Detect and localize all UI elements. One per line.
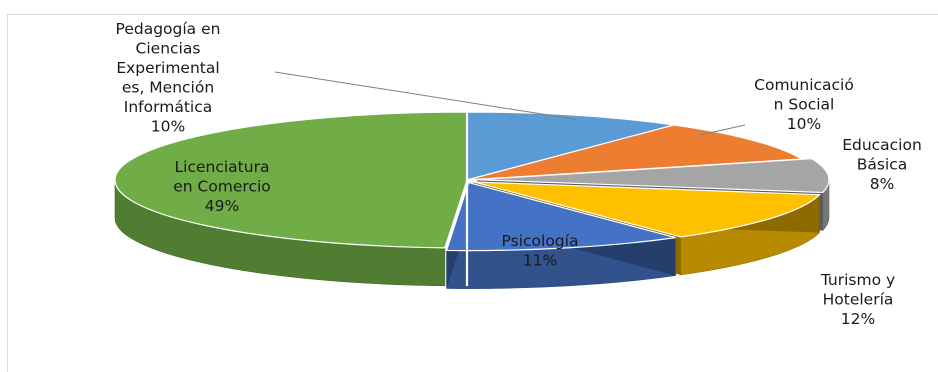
data-label-5: Psicología 11%: [502, 232, 579, 270]
pie-slice-1: [466, 111, 675, 181]
leader-line: [274, 71, 576, 120]
data-label-line: Pedagogía en: [116, 20, 221, 38]
data-label-2: Comunicació n Social 10%: [754, 76, 854, 133]
data-label-line: en Comercio: [173, 178, 271, 196]
pie-slice-2: [466, 124, 804, 181]
data-label-3: Educacion Básica 8%: [842, 136, 922, 193]
data-label-line: Comunicació: [754, 76, 854, 94]
data-labels: Pedagogía en Ciencias Experimental es, Menc…: [116, 20, 922, 328]
pie-slice-3: [476, 158, 830, 194]
chart-border-left: [7, 14, 8, 372]
data-label-percent: 12%: [841, 310, 875, 328]
data-label-percent: 49%: [205, 197, 239, 215]
chart-border-top: [7, 14, 938, 15]
pie-slice-4: [473, 181, 821, 238]
data-label-percent: 11%: [523, 252, 557, 270]
data-label-line: Básica: [857, 156, 908, 174]
data-label-line: Educacion: [842, 136, 922, 154]
data-label-line: Experimental: [116, 59, 219, 77]
pie-slice-6: [114, 111, 468, 249]
data-label-line: es, Mención: [122, 79, 214, 97]
data-label-line: n Social: [774, 96, 835, 114]
data-label-line: Hotelería: [823, 291, 894, 309]
data-label-line: Psicología: [502, 232, 579, 250]
data-label-percent: 8%: [870, 175, 895, 193]
data-label-percent: 10%: [151, 118, 185, 136]
data-label-percent: 10%: [787, 115, 821, 133]
data-label-4: Turismo y Hotelería 12%: [820, 271, 895, 328]
data-label-line: Ciencias: [136, 40, 201, 58]
data-label-line: Licenciatura: [175, 158, 270, 176]
pie-top-layer: [114, 111, 830, 286]
data-label-line: Turismo y: [820, 271, 895, 289]
data-label-1: Pedagogía en Ciencias Experimental es, Menc…: [116, 20, 221, 136]
data-label-6: Licenciatura en Comercio 49%: [173, 158, 271, 215]
data-label-line: Informática: [124, 98, 212, 116]
leader-line-comunicacion: [699, 124, 746, 136]
